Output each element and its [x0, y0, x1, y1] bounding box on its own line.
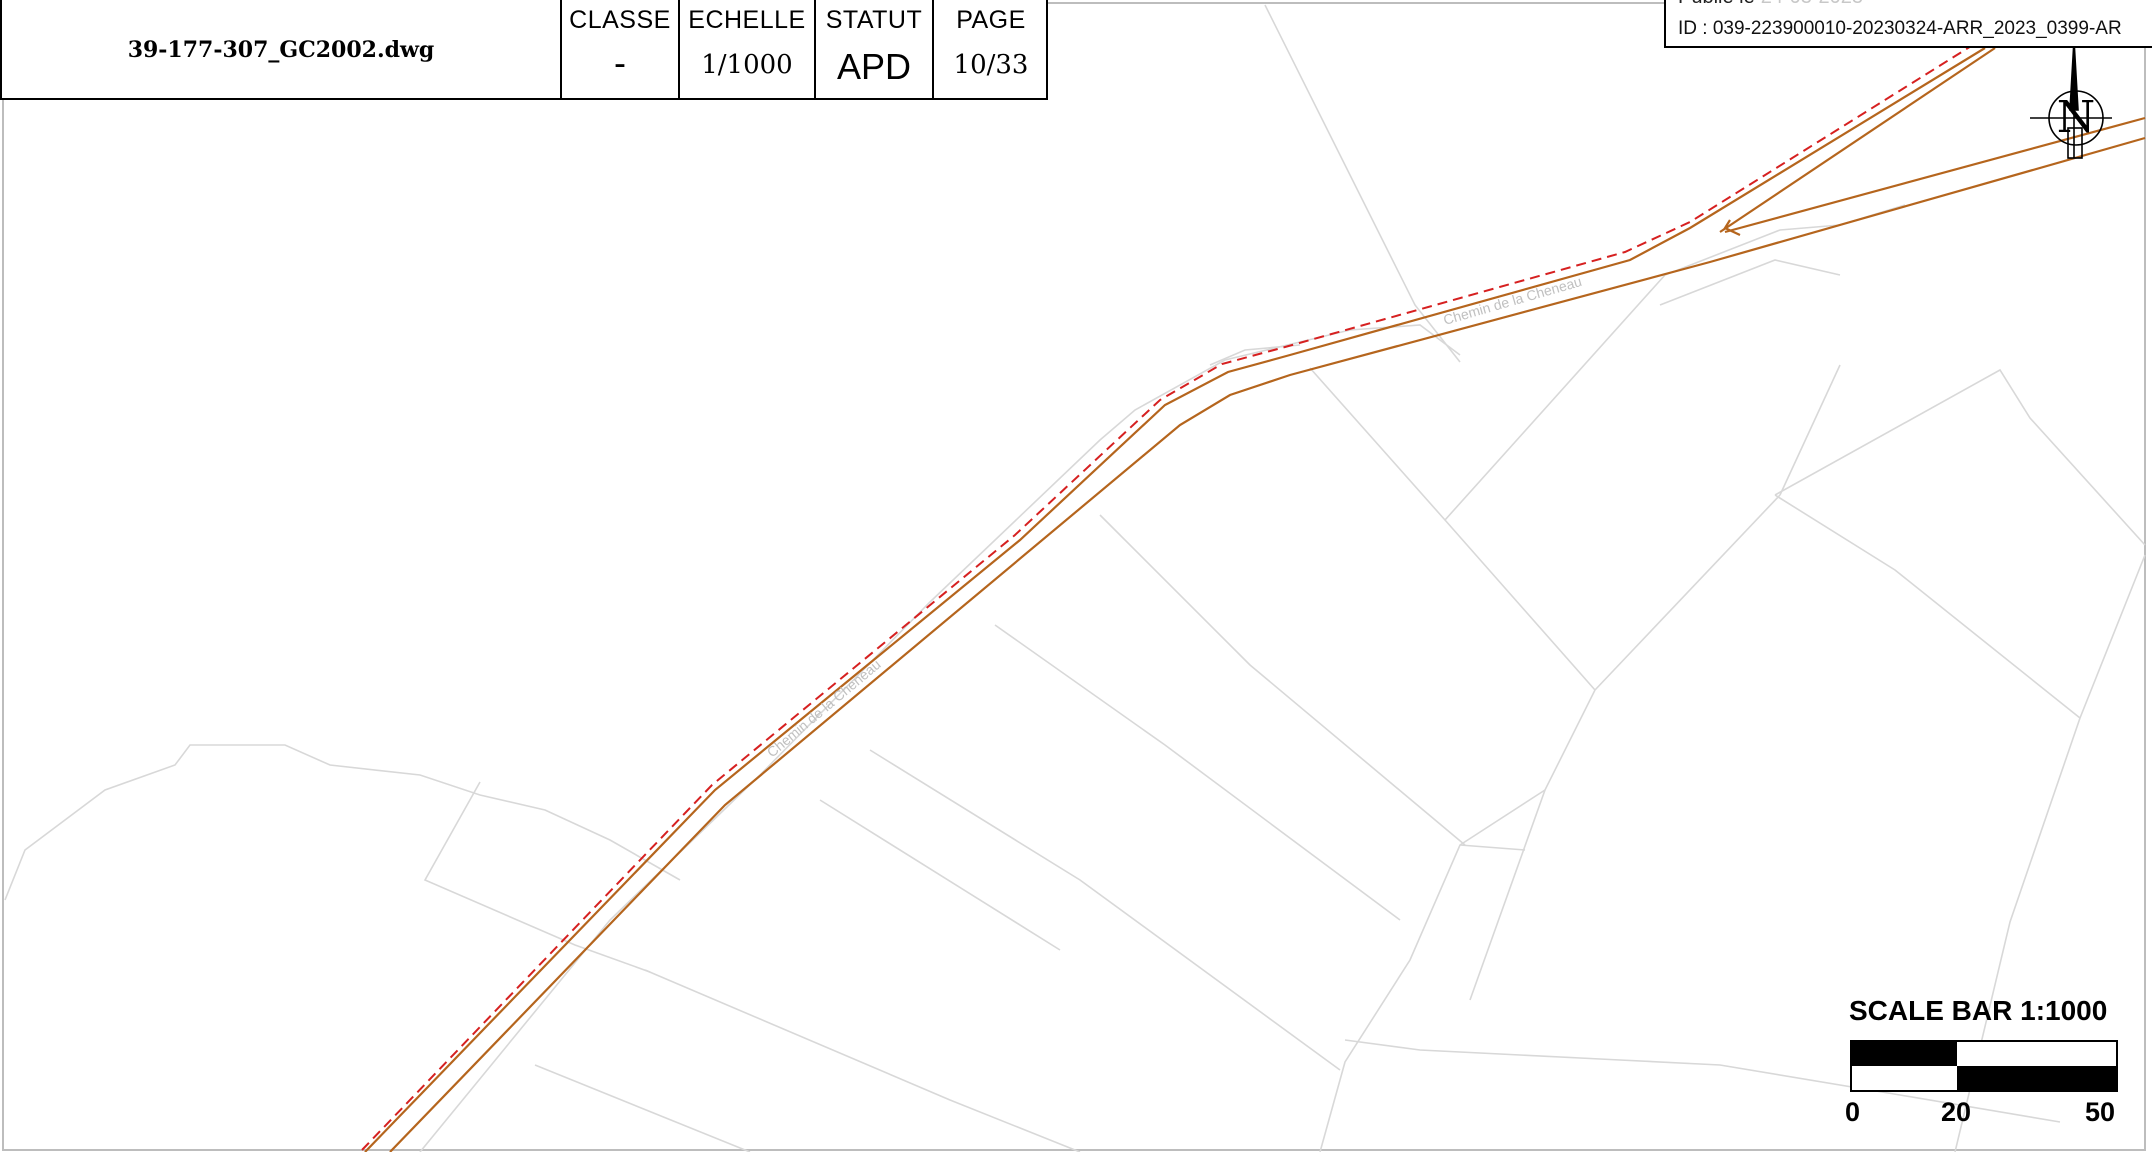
stamp-id-text: ID : 039-223900010-20230324-ARR_2023_039… — [1678, 18, 2122, 39]
scale-bar-title: SCALE BAR 1:1000 — [1849, 995, 2108, 1026]
scale-tick-20: 20 — [1941, 1097, 1972, 1127]
page-header: PAGE — [956, 6, 1026, 34]
drawing-file-name: 39-177-307_GC2002.dwg — [2, 0, 562, 100]
statut-header: STATUT — [825, 6, 923, 34]
echelle-header: ECHELLE — [688, 6, 806, 34]
parcel-boundaries — [4, 4, 2146, 1152]
title-block-classe: CLASSE - — [562, 0, 680, 100]
scale-bar: SCALE BAR 1:1000 0 20 50 — [1845, 995, 2135, 1135]
echelle-value: 1/1000 — [701, 50, 793, 80]
road-edges — [364, 47, 2146, 1152]
title-block-echelle: ECHELLE 1/1000 — [680, 0, 816, 100]
scale-bar-graphic — [1850, 1040, 2118, 1092]
page-value: 10/33 — [953, 50, 1029, 80]
road-label-chemin-south: Chemin de la Cheneau — [764, 656, 884, 760]
scale-tick-0: 0 — [1845, 1097, 1861, 1127]
classe-value: - — [614, 42, 626, 83]
north-letter: N — [2057, 92, 2096, 143]
road-label-chemin-north: Chemin de la Cheneau — [1441, 273, 1583, 328]
statut-value: APD — [836, 46, 912, 87]
network-dashed-line — [361, 27, 2001, 1151]
published-line: Publié le 24-03-2023 — [1678, 0, 1863, 9]
published-date: 24-03-2023 — [1761, 0, 1863, 8]
scale-tick-50: 50 — [2085, 1097, 2116, 1127]
published-label: Publié le — [1678, 0, 1755, 8]
title-block-statut: STATUT APD — [816, 0, 934, 100]
title-block: 39-177-307_GC2002.dwg CLASSE - ECHELLE 1… — [0, 0, 1048, 100]
classe-header: CLASSE — [569, 6, 671, 34]
title-block-page: PAGE 10/33 — [934, 0, 1048, 100]
publication-stamp: Publié le 24-03-2023 ID : 039-223900010-2… — [1664, 0, 2152, 48]
north-arrow-icon — [2030, 39, 2112, 159]
